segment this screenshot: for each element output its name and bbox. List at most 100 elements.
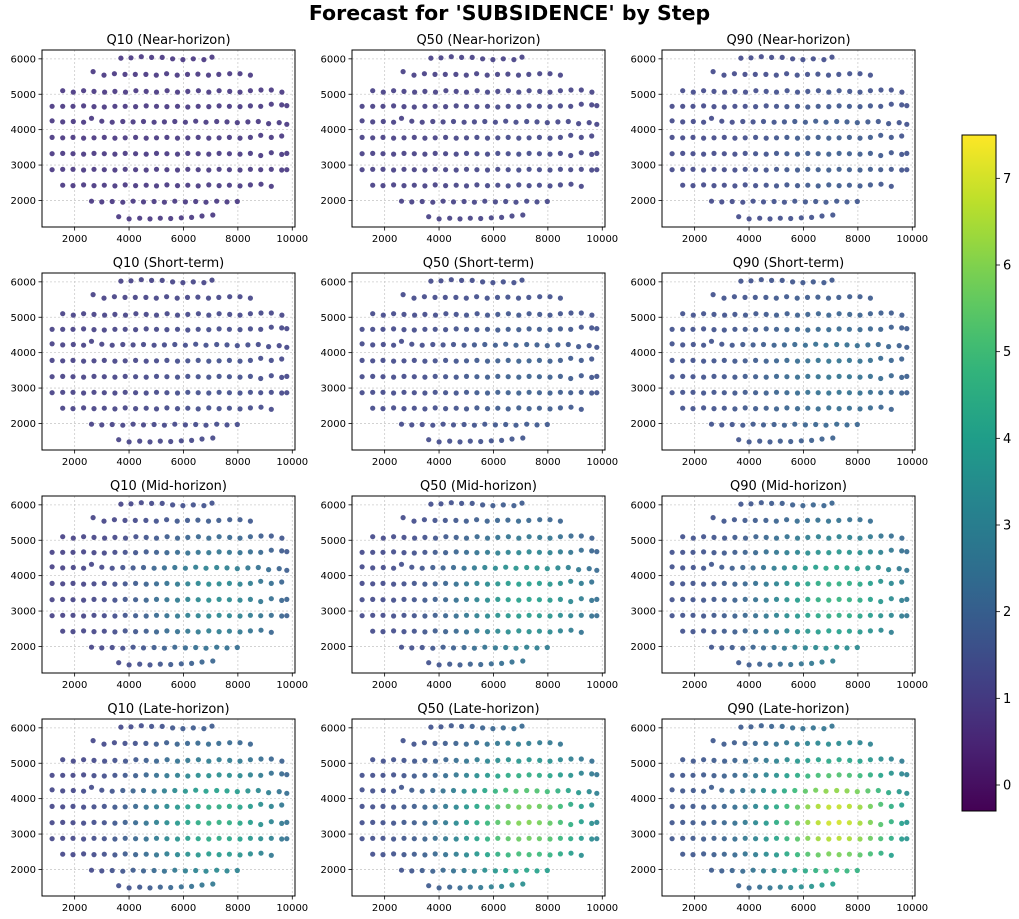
scatter-point: [133, 327, 139, 333]
scatter-point: [516, 89, 522, 95]
scatter-point: [857, 758, 863, 764]
scatter-point: [370, 166, 376, 172]
scatter-point: [589, 151, 595, 157]
scatter-point: [370, 565, 376, 571]
scatter-point: [509, 436, 515, 442]
scatter-point: [899, 758, 905, 764]
scatter-point: [805, 550, 811, 556]
scatter-point: [174, 629, 181, 635]
scatter-point: [153, 741, 159, 747]
scatter-point: [237, 740, 243, 746]
scatter-point: [380, 772, 386, 778]
scatter-point: [731, 294, 738, 300]
scatter-point: [480, 502, 486, 508]
scatter-point: [81, 167, 87, 173]
y-tick-label: 6000: [321, 277, 346, 288]
scatter-point: [805, 835, 811, 841]
x-tick-label: 4000: [116, 234, 141, 245]
y-tick-label: 3000: [321, 384, 346, 395]
scatter-point: [258, 598, 264, 605]
scatter-point: [701, 167, 707, 173]
scatter-point: [680, 596, 686, 603]
scatter-point: [888, 580, 894, 587]
y-tick-label: 6000: [631, 500, 656, 511]
scatter-point: [904, 150, 910, 156]
scatter-point: [544, 198, 550, 205]
scatter-point: [524, 644, 530, 650]
scatter-point: [432, 103, 438, 109]
scatter-point: [401, 612, 407, 618]
scatter-point: [867, 549, 874, 555]
scatter-point: [157, 438, 163, 444]
scatter-point: [875, 787, 881, 794]
scatter-point: [568, 836, 574, 842]
scatter-point: [904, 390, 910, 396]
scatter-point: [258, 836, 264, 842]
scatter-point: [753, 629, 759, 635]
scatter-point: [70, 758, 76, 764]
scatter-point: [216, 166, 222, 172]
scatter-point: [268, 183, 274, 189]
scatter-point: [226, 326, 232, 332]
scatter-point: [164, 357, 170, 363]
scatter-point: [174, 135, 181, 141]
scatter-point: [805, 389, 811, 395]
scatter-point: [91, 358, 97, 364]
scatter-point: [576, 567, 582, 573]
scatter-point: [133, 134, 139, 140]
scatter-point: [137, 884, 143, 890]
scatter-point: [101, 104, 107, 110]
scatter-point: [821, 503, 827, 509]
scatter-point: [878, 390, 884, 396]
scatter-point: [534, 565, 540, 571]
scatter-point: [701, 836, 707, 842]
scatter-point: [88, 561, 95, 567]
scatter-point: [137, 438, 143, 444]
scatter-point: [794, 741, 800, 747]
y-tick-label: 5000: [631, 536, 656, 547]
scatter-point: [130, 421, 136, 427]
scatter-point: [60, 581, 66, 587]
scatter-point: [122, 135, 128, 141]
scatter-point: [484, 741, 490, 747]
x-tick-label: 4000: [736, 903, 761, 914]
scatter-point: [515, 295, 522, 301]
scatter-point: [568, 167, 574, 173]
scatter-point: [380, 580, 386, 587]
scatter-point: [763, 851, 769, 857]
scatter-point: [867, 150, 874, 156]
scatter-point: [557, 741, 564, 747]
scatter-point: [505, 390, 511, 396]
scatter-point: [888, 835, 894, 841]
scatter-point: [771, 788, 777, 794]
scatter-point: [153, 183, 160, 189]
scatter-point: [896, 789, 902, 795]
y-tick-label: 2000: [321, 196, 346, 207]
scatter-point: [143, 740, 149, 747]
scatter-point: [758, 277, 764, 283]
scatter-point: [400, 738, 406, 744]
scatter-point: [391, 597, 397, 603]
scatter-point: [443, 134, 449, 140]
scatter-point: [805, 534, 811, 541]
scatter-point: [118, 501, 124, 507]
scatter-point: [836, 150, 842, 156]
scatter-point: [899, 390, 905, 396]
scatter-point: [680, 851, 686, 857]
scatter-point: [247, 357, 253, 363]
panel-title: Q10 (Short-term): [113, 256, 225, 271]
scatter-point: [81, 374, 87, 380]
scatter-point: [206, 550, 212, 556]
scatter-point: [771, 421, 777, 428]
scatter-point: [258, 627, 264, 633]
scatter-point: [836, 835, 842, 841]
scatter-point: [836, 294, 842, 300]
scatter-point: [589, 613, 595, 619]
scatter-point: [495, 104, 501, 110]
scatter-point: [168, 884, 174, 891]
scatter-point: [826, 167, 832, 173]
scatter-point: [370, 326, 376, 332]
scatter-point: [753, 550, 759, 556]
scatter-point: [226, 851, 232, 857]
scatter-point: [184, 517, 191, 524]
